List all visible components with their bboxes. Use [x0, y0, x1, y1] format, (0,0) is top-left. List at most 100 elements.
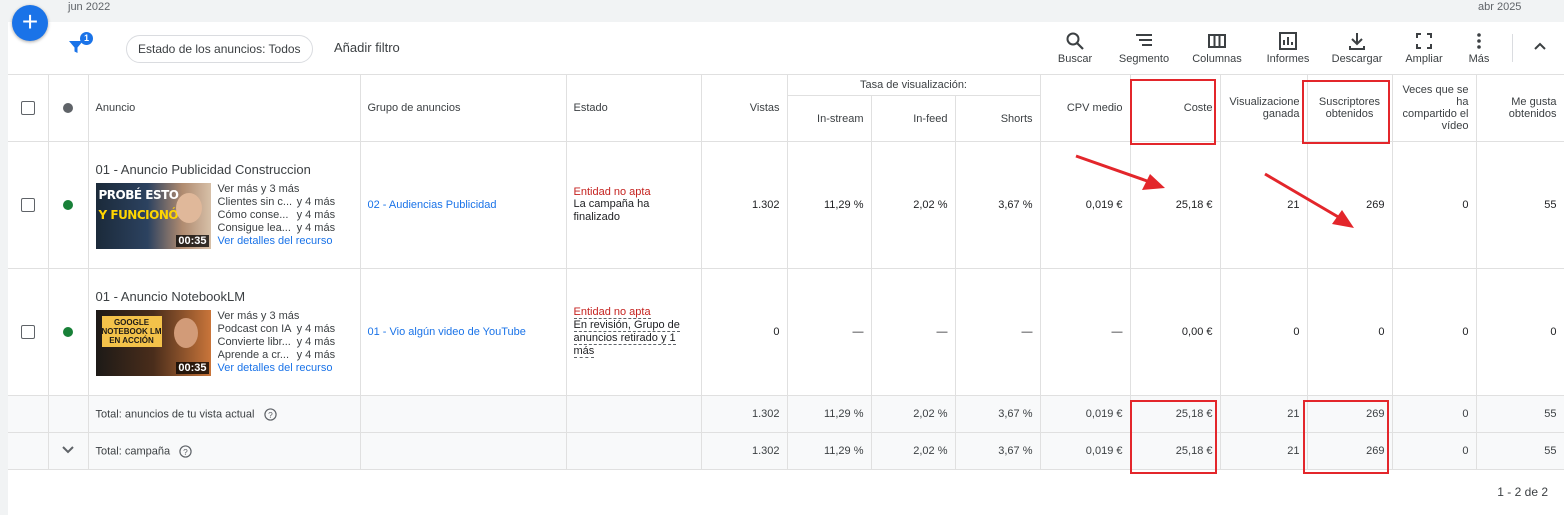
- expand-totals-cell[interactable]: [48, 432, 89, 470]
- thumbnail-text-2: NOTEBOOK LM: [101, 326, 162, 336]
- highlight-box-cost-totals: [1130, 400, 1217, 474]
- total-shorts: 3,67 %: [955, 432, 1041, 470]
- col-ad[interactable]: Anuncio: [88, 75, 361, 142]
- video-duration: 00:35: [176, 234, 209, 247]
- expand-label: Ampliar: [1405, 53, 1443, 65]
- ad-group-link[interactable]: 01 - Vio algún video de YouTube: [367, 326, 526, 338]
- col-likes[interactable]: Me gusta obtenidos: [1476, 75, 1564, 142]
- ad-group-cell: 01 - Vio algún video de YouTube: [360, 268, 567, 396]
- headline-text: Podcast con IA: [217, 322, 292, 335]
- chevron-down-icon[interactable]: [60, 442, 76, 458]
- help-icon[interactable]: ?: [179, 444, 192, 458]
- earned-views-value: 21: [1220, 141, 1308, 269]
- ad-group-cell: 02 - Audiencias Publicidad: [360, 141, 567, 269]
- columns-icon: [1208, 34, 1226, 48]
- select-all-cell[interactable]: [8, 75, 49, 142]
- view-asset-details-link[interactable]: Ver detalles del recurso: [217, 234, 333, 247]
- col-cpv[interactable]: CPV medio: [1040, 75, 1131, 142]
- cpv-value: —: [1040, 268, 1131, 396]
- shares-value: 0: [1392, 268, 1477, 396]
- help-icon[interactable]: ?: [263, 407, 277, 421]
- status-description: La campaña ha finalizado: [573, 198, 650, 223]
- empty-cell: [360, 432, 567, 470]
- cost-value: 25,18 €: [1130, 141, 1221, 269]
- empty-cell: [8, 432, 49, 470]
- reports-label: Informes: [1266, 53, 1310, 65]
- filter-icon: [69, 41, 83, 53]
- infeed-value: —: [871, 268, 956, 396]
- subscribers-value: 0: [1307, 268, 1393, 396]
- headline-extra: y 4 más: [296, 208, 336, 221]
- totals-label: Total: anuncios de tu vista actual: [95, 407, 255, 420]
- thumbnail-text-3: EN ACCIÓN: [109, 335, 154, 345]
- arrow-to-cost: [1075, 154, 1151, 184]
- row-checkbox[interactable]: [20, 325, 35, 339]
- col-cost[interactable]: Coste: [1130, 75, 1221, 142]
- thumbnail-text-1: GOOGLE: [113, 317, 150, 327]
- segment-button[interactable]: Segmento: [1109, 31, 1179, 65]
- timeline-start: jun 2022: [68, 1, 111, 13]
- ad-group-link[interactable]: 02 - Audiencias Publicidad: [367, 199, 497, 211]
- col-view-rate-group: Tasa de visualización:: [787, 75, 1041, 96]
- arrowhead-subscribers: [1332, 210, 1354, 228]
- headline-more[interactable]: Ver más y 3 más: [217, 309, 300, 322]
- total-shares: 0: [1392, 395, 1477, 433]
- row-status-cell: [48, 141, 89, 269]
- columns-button[interactable]: Columnas: [1182, 31, 1252, 65]
- filter-button[interactable]: 1: [68, 32, 93, 60]
- headline-text: Aprende a cr...: [217, 348, 290, 361]
- view-asset-details-link[interactable]: Ver detalles del recurso: [217, 361, 333, 374]
- ad-thumbnail[interactable]: PROBÉ ESTO Y FUNCIONÓ 00:35: [95, 182, 211, 249]
- select-all-checkbox[interactable]: [20, 101, 35, 115]
- arrowhead-cost: [1142, 174, 1165, 190]
- headline-text: Clientes sin c...: [217, 195, 293, 208]
- more-button[interactable]: Más: [1444, 31, 1514, 65]
- thumbnail-face: [173, 317, 198, 348]
- svg-text:?: ?: [183, 446, 188, 456]
- create-button[interactable]: +: [12, 5, 48, 41]
- search-button[interactable]: Buscar: [1040, 31, 1110, 65]
- headline-more[interactable]: Ver más y 3 más: [217, 182, 300, 195]
- total-cost: 25,18 €: [1130, 432, 1221, 470]
- highlight-box-subscribers-header: [1302, 80, 1390, 144]
- total-subscribers: 269: [1307, 432, 1393, 470]
- add-filter-button[interactable]: Añadir filtro: [334, 40, 400, 55]
- expand-button[interactable]: Ampliar: [1389, 31, 1459, 65]
- col-earned-views[interactable]: Visualizacione ganada: [1220, 75, 1308, 142]
- col-shorts[interactable]: Shorts: [955, 95, 1041, 142]
- total-likes: 55: [1476, 432, 1564, 470]
- timeline-end: abr 2025: [1478, 1, 1522, 13]
- status-description[interactable]: En revisión, Grupo de anuncios retirado …: [573, 319, 680, 358]
- total-likes: 55: [1476, 395, 1564, 433]
- headline-text: Convierte libr...: [217, 335, 291, 348]
- col-infeed[interactable]: In-feed: [871, 95, 956, 142]
- cost-value: 0,00 €: [1130, 268, 1221, 396]
- reports-button[interactable]: Informes: [1253, 31, 1323, 65]
- thumbnail-face: [175, 192, 202, 223]
- ad-cell: 01 - Anuncio NotebookLM GOOGLE NOTEBOOK …: [88, 268, 361, 396]
- empty-cell: [360, 395, 567, 433]
- totals-label: Total: campaña: [95, 444, 171, 457]
- total-earned-views: 21: [1220, 395, 1308, 433]
- status-title[interactable]: Entidad no apta: [573, 306, 651, 319]
- date-range-timeline: jun 2022 abr 2025: [0, 0, 1564, 22]
- columns-label: Columnas: [1192, 53, 1242, 65]
- col-instream[interactable]: In-stream: [787, 95, 872, 142]
- col-views[interactable]: Vistas: [701, 75, 788, 142]
- row-checkbox-cell[interactable]: [8, 268, 49, 396]
- subscribers-value: 269: [1307, 141, 1393, 269]
- download-button[interactable]: Descargar: [1322, 31, 1392, 65]
- col-status[interactable]: Estado: [566, 75, 702, 142]
- shares-value: 0: [1392, 141, 1477, 269]
- row-checkbox[interactable]: [20, 198, 35, 212]
- instream-value: —: [787, 268, 872, 396]
- col-shares[interactable]: Veces que se ha compartido el vídeo: [1392, 75, 1477, 142]
- collapse-toolbar-button[interactable]: [1532, 38, 1548, 59]
- infeed-value: 2,02 %: [871, 141, 956, 269]
- ad-thumbnail[interactable]: GOOGLE NOTEBOOK LM EN ACCIÓN 00:35: [95, 309, 211, 376]
- status-dot-header: [48, 75, 89, 142]
- col-subscribers[interactable]: Suscriptores obtenidos: [1307, 75, 1393, 142]
- ad-status-filter-chip[interactable]: Estado de los anuncios: Todos: [126, 35, 313, 63]
- col-ad-group[interactable]: Grupo de anuncios: [360, 75, 567, 142]
- row-checkbox-cell[interactable]: [8, 141, 49, 269]
